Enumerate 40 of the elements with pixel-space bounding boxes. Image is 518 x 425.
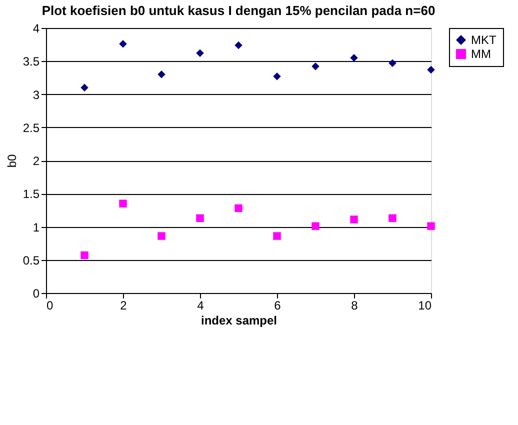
point xyxy=(234,41,242,50)
point xyxy=(388,59,396,67)
chart-title: Plot koefisien b0 untuk kasus I dengan 15% pencilan pada n=60 xyxy=(42,3,436,18)
y-tick-label: 1 xyxy=(32,220,40,234)
point xyxy=(350,216,358,224)
point xyxy=(427,66,435,74)
point xyxy=(350,54,358,62)
x-tick-label: 0 xyxy=(46,298,54,312)
y-tick-label: 4 xyxy=(32,22,40,36)
point xyxy=(196,214,204,222)
y-tick-label: 2.5 xyxy=(22,120,40,135)
y-tick-label: 3 xyxy=(32,88,40,102)
x-tick-label: 8 xyxy=(351,298,358,312)
point xyxy=(312,62,320,70)
x-axis-title: index sampel xyxy=(200,314,278,328)
point xyxy=(158,232,166,240)
point xyxy=(234,204,242,212)
point xyxy=(388,214,396,222)
point xyxy=(80,84,88,92)
y-tick-label: 0 xyxy=(32,286,40,300)
legend-label: MM xyxy=(471,47,491,61)
point xyxy=(427,222,435,230)
legend-label: MKT xyxy=(471,33,497,47)
x-tick-label: 4 xyxy=(197,298,204,312)
y-tick-label: 3.5 xyxy=(22,54,40,69)
point xyxy=(273,72,281,80)
x-tick-label: 2 xyxy=(120,298,128,312)
point xyxy=(119,200,127,208)
x-tick-label: 6 xyxy=(274,298,282,312)
y-tick-label: 0.5 xyxy=(22,253,40,268)
point xyxy=(312,222,320,230)
y-tick-label: 1.5 xyxy=(22,187,40,202)
x-tick-label: 10 xyxy=(418,298,432,312)
point xyxy=(196,49,204,58)
y-tick-label: 2 xyxy=(32,154,40,168)
point xyxy=(273,232,281,240)
point xyxy=(158,70,166,78)
y-axis-title: b0 xyxy=(4,154,19,168)
point xyxy=(80,251,88,260)
point xyxy=(119,40,127,48)
